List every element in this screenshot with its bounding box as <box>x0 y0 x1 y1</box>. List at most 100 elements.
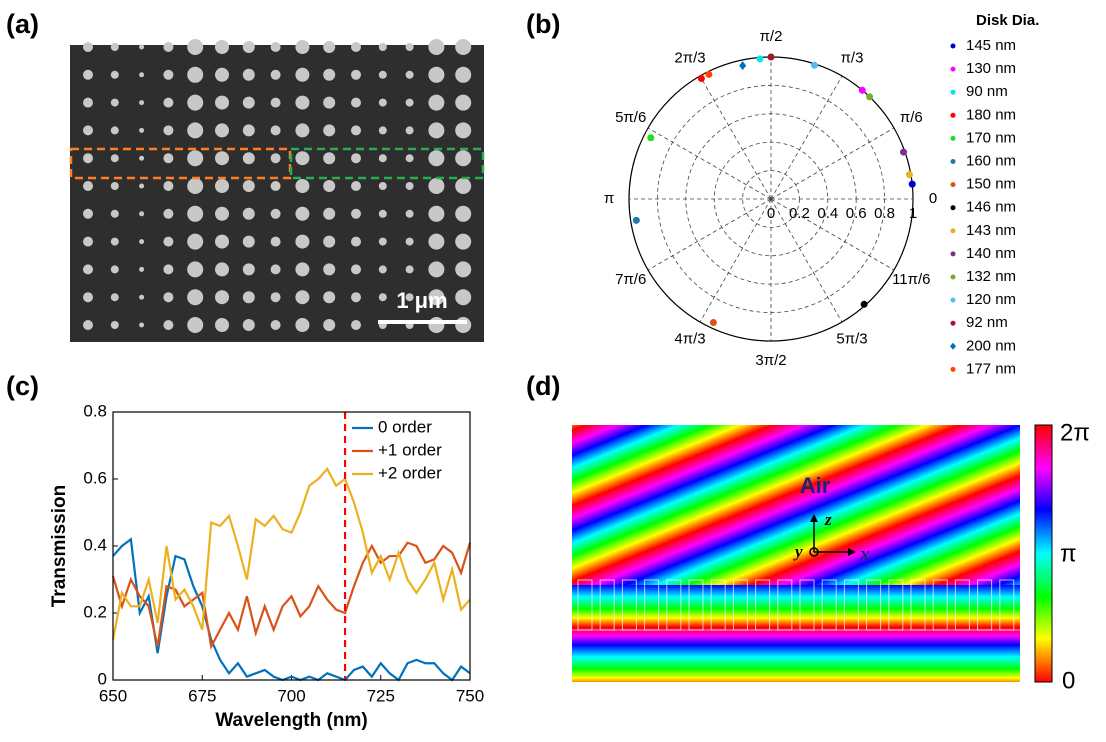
nanodisk <box>83 320 93 330</box>
legend-label: 160 nm <box>966 152 1016 169</box>
legend-marker <box>951 136 956 141</box>
nanodisk <box>83 264 93 274</box>
nanodisk <box>163 292 173 302</box>
nanodisk <box>215 40 229 54</box>
nanodisk <box>111 126 119 134</box>
legend-marker <box>951 228 956 233</box>
nanodisk <box>83 209 93 219</box>
legend-title: Disk Dia. <box>976 12 1039 29</box>
nanodisk <box>163 237 173 247</box>
nanodisk <box>187 95 203 111</box>
nanodisk <box>455 122 471 138</box>
nanodisk <box>187 206 203 222</box>
nanodisk <box>323 236 335 248</box>
nanodisk <box>139 184 144 189</box>
phase-field <box>572 425 1020 585</box>
legend-label: 177 nm <box>966 360 1016 377</box>
legend-marker <box>950 343 956 350</box>
nanodisk <box>428 95 444 111</box>
nanodisk <box>323 319 335 331</box>
point <box>768 54 775 61</box>
legend-marker <box>951 321 956 326</box>
nanodisk <box>163 42 173 52</box>
nanodisk <box>295 151 309 165</box>
nanodisk <box>215 262 229 276</box>
y-tick-label: 0.6 <box>83 468 107 487</box>
angular-tick-label: π/6 <box>900 109 923 126</box>
nanodisk <box>187 178 203 194</box>
nanodisk <box>406 126 414 134</box>
nanodisk <box>295 96 309 110</box>
radial-tick-label: 1 <box>909 205 917 222</box>
nanodisk <box>351 125 361 135</box>
legend-marker <box>951 67 956 72</box>
point <box>811 62 818 69</box>
point <box>906 171 913 178</box>
angular-tick-label: 4π/3 <box>674 330 705 347</box>
point <box>698 75 705 82</box>
nanodisk <box>187 122 203 138</box>
radial-tick-label: 0.4 <box>817 205 838 222</box>
legend-label: 146 nm <box>966 199 1016 216</box>
nanodisk <box>406 43 414 51</box>
nanodisk <box>455 261 471 277</box>
angular-tick-label: 5π/3 <box>836 330 867 347</box>
nanodisk <box>406 210 414 218</box>
nanodisk <box>323 41 335 53</box>
nanodisk <box>111 99 119 107</box>
nanodisk <box>83 125 93 135</box>
legend-marker <box>951 182 956 187</box>
nanodisk <box>215 235 229 249</box>
point <box>710 319 717 326</box>
nanodisk <box>323 69 335 81</box>
nanodisk <box>351 153 361 163</box>
nanodisk <box>187 39 203 55</box>
axis-letter: y <box>793 542 803 561</box>
radial-tick-label: 0.2 <box>789 205 810 222</box>
nanodisk <box>139 323 144 328</box>
nanodisk <box>406 238 414 246</box>
nanodisk <box>271 42 281 52</box>
radial-tick-label: 0.8 <box>874 205 895 222</box>
colorbar <box>1035 425 1052 682</box>
legend-marker <box>951 205 956 210</box>
y-tick-label: 0.8 <box>83 401 107 420</box>
nanodisk <box>111 238 119 246</box>
legend-label: 150 nm <box>966 176 1016 193</box>
nanodisk <box>271 264 281 274</box>
nanodisk <box>111 293 119 301</box>
angular-tick-label: 0 <box>929 190 937 207</box>
legend-label: 90 nm <box>966 83 1008 100</box>
legend-label: +2 order <box>378 463 442 482</box>
nanodisk <box>271 181 281 191</box>
angular-grid <box>700 76 771 199</box>
nanodisk <box>163 70 173 80</box>
legend-label: 170 nm <box>966 129 1016 146</box>
nanodisk <box>379 210 387 218</box>
nanodisk <box>379 293 387 301</box>
legend-label: 200 nm <box>966 337 1016 354</box>
legend-label: 130 nm <box>966 60 1016 77</box>
nanodisk <box>139 100 144 105</box>
nanodisk <box>187 150 203 166</box>
nanodisk <box>323 124 335 136</box>
nanodisk <box>111 154 119 162</box>
nanodisk <box>243 319 255 331</box>
legend-marker <box>951 113 956 118</box>
nanodisk <box>163 264 173 274</box>
y-tick-label: 0.4 <box>83 535 107 554</box>
angular-tick-label: 3π/2 <box>755 352 786 369</box>
nanodisk <box>243 180 255 192</box>
nanodisk <box>455 39 471 55</box>
legend-label: 180 nm <box>966 106 1016 123</box>
nanodisk <box>243 97 255 109</box>
legend-label: 143 nm <box>966 222 1016 239</box>
nanodisk <box>83 98 93 108</box>
radial-tick-label: 0.6 <box>846 205 867 222</box>
nanodisk <box>271 125 281 135</box>
nanodisk <box>428 67 444 83</box>
nanodisk <box>187 67 203 83</box>
nanodisk <box>215 151 229 165</box>
nanodisk <box>243 236 255 248</box>
angular-grid <box>771 76 842 199</box>
